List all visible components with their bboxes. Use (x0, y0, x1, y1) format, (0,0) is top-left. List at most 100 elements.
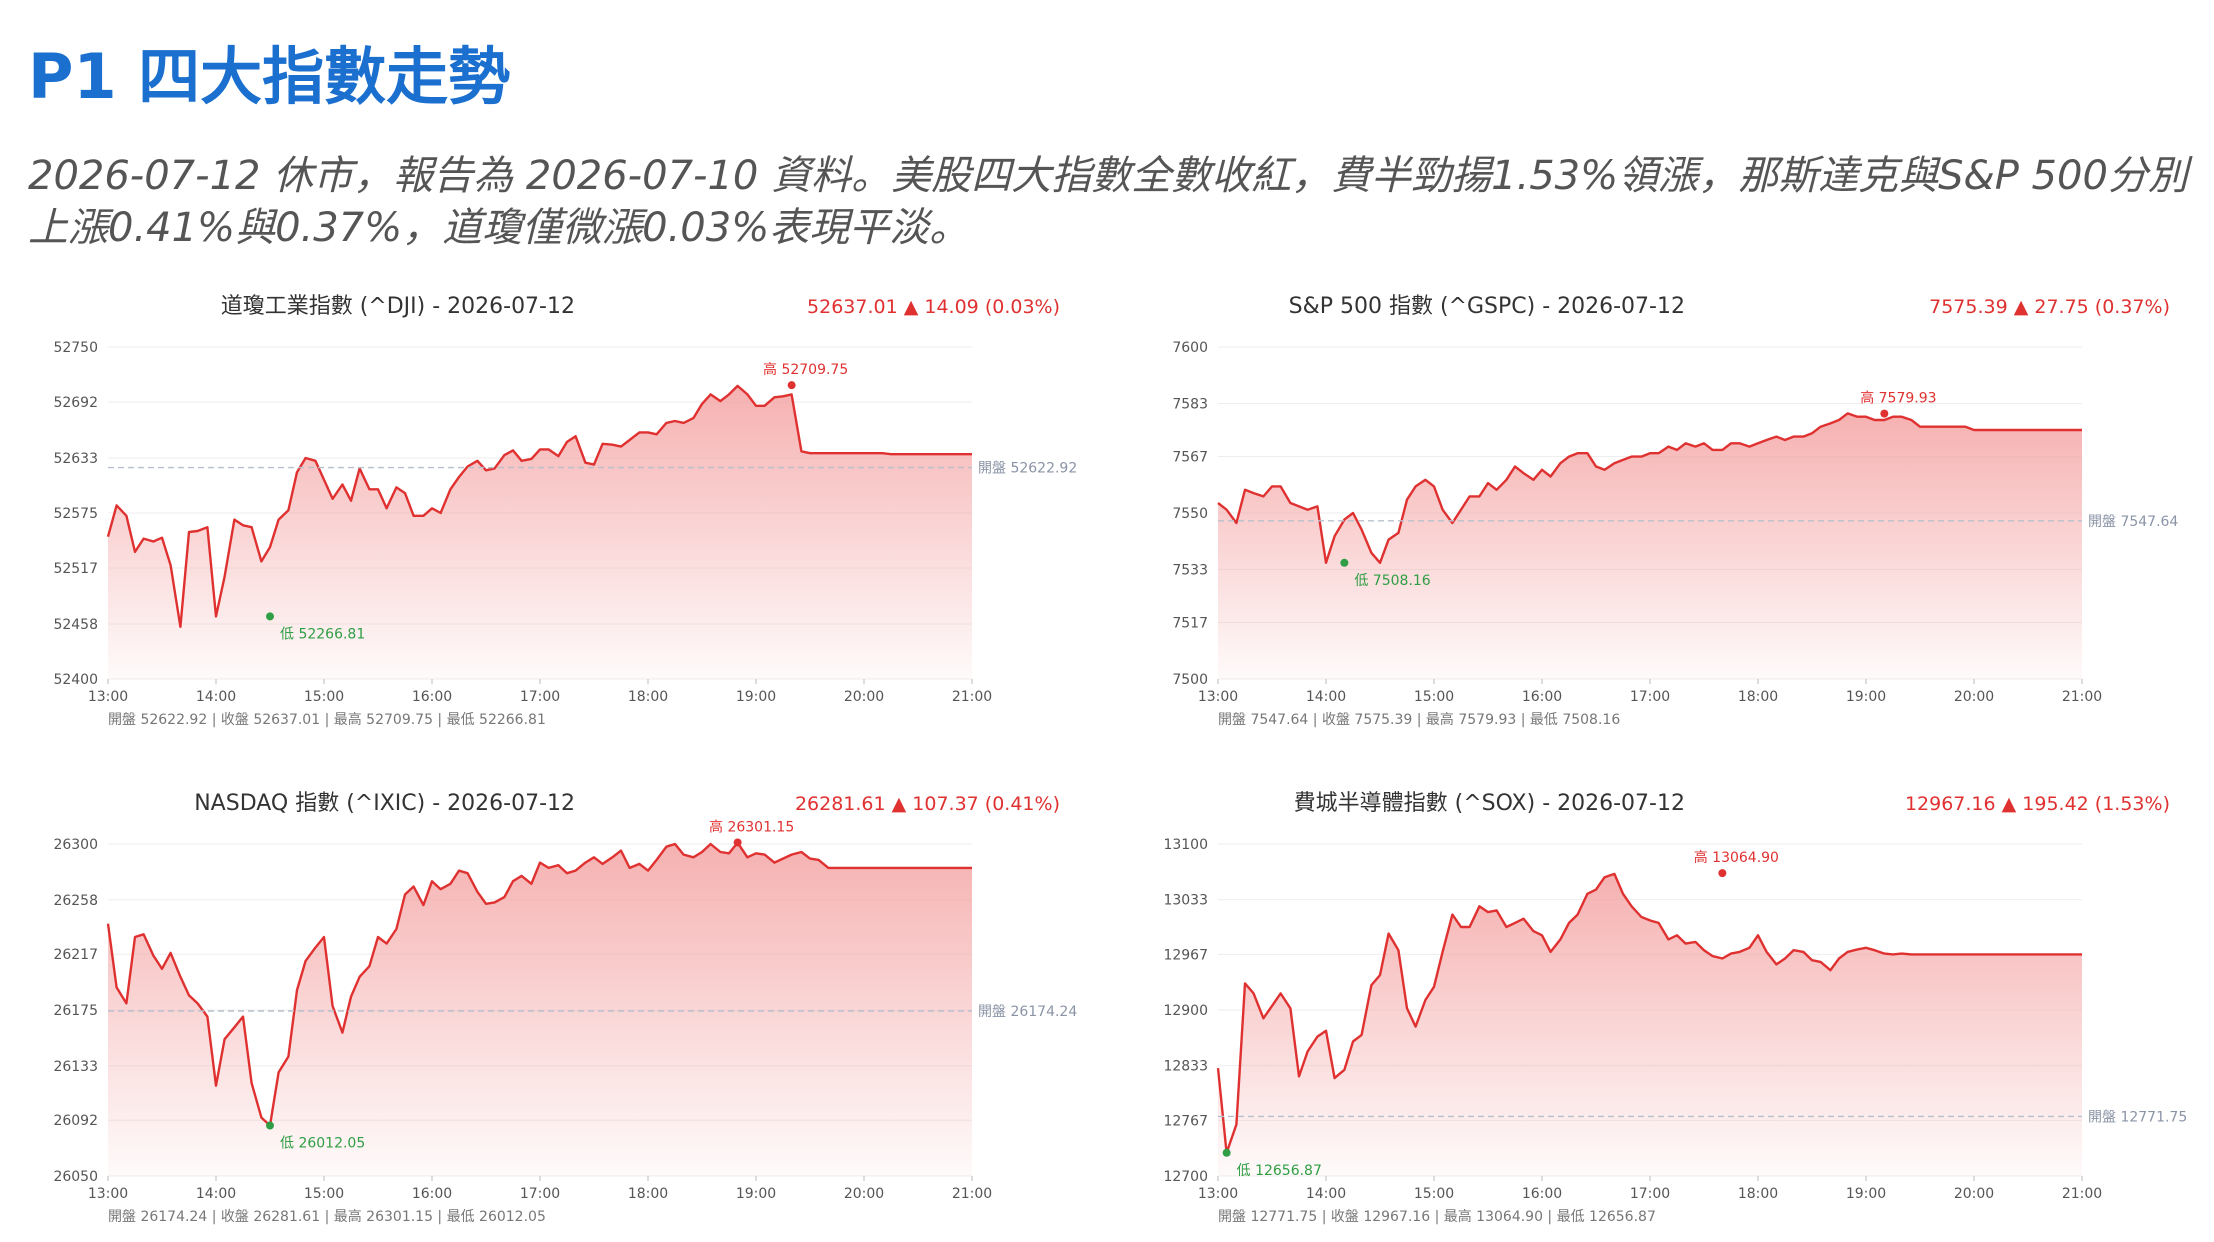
chart-title: S&P 500 指數 (^GSPC) - 2026-07-12 (1289, 294, 1685, 319)
y-tick-label: 52633 (53, 451, 98, 467)
y-tick-label: 52692 (53, 395, 98, 411)
chart-dji-svg: 道瓊工業指數 (^DJI) - 2026-07-12 52637.01 ▲ 14.… (53, 294, 1077, 728)
x-tick-label: 19:00 (736, 689, 776, 705)
low-label: 低 12656.87 (1237, 1163, 1322, 1179)
y-tick-label: 12767 (1163, 1113, 1208, 1129)
x-tick-label: 20:00 (844, 1186, 884, 1202)
open-label: 開盤 12771.75 (2088, 1109, 2187, 1125)
y-tick-label: 52575 (53, 506, 98, 522)
series-area (108, 385, 972, 679)
series-area (1218, 413, 2082, 679)
page-title: P1 四大指數走勢 (28, 40, 511, 113)
low-marker (266, 612, 274, 621)
high-label: 高 26301.15 (709, 818, 794, 835)
high-label: 高 13064.90 (1694, 849, 1779, 866)
y-tick-label: 7500 (1172, 672, 1208, 688)
x-tick-label: 14:00 (196, 689, 236, 705)
chart-change-text: 26281.61 ▲ 107.37 (0.41%) (795, 793, 1060, 815)
x-tick-label: 16:00 (1522, 1186, 1562, 1202)
y-tick-label: 12700 (1163, 1169, 1208, 1185)
x-tick-label: 16:00 (1522, 689, 1562, 705)
x-tick-label: 21:00 (952, 1186, 992, 1202)
y-tick-label: 13033 (1163, 893, 1208, 909)
x-tick-label: 16:00 (412, 1186, 452, 1202)
chart-change-text: 12967.16 ▲ 195.42 (1.53%) (1905, 793, 2170, 815)
x-tick-label: 19:00 (736, 1186, 776, 1202)
x-tick-label: 21:00 (952, 689, 992, 705)
x-tick-label: 18:00 (628, 1186, 668, 1202)
chart-title: 道瓊工業指數 (^DJI) - 2026-07-12 (221, 294, 575, 319)
series-line (106, 841, 972, 1127)
chart-title: NASDAQ 指數 (^IXIC) - 2026-07-12 (194, 791, 575, 816)
page-summary: 2026-07-12 休市，報告為 2026-07-10 資料。美股四大指數全數… (28, 153, 2188, 251)
y-tick-label: 26092 (53, 1113, 98, 1129)
chart-footer-stats: 開盤 12771.75 | 收盤 12967.16 | 最高 13064.90 … (1218, 1208, 1656, 1225)
y-tick-label: 7583 (1172, 396, 1208, 412)
series-line (106, 384, 972, 628)
y-tick-label: 7550 (1172, 506, 1208, 522)
x-tick-label: 17:00 (520, 1186, 560, 1202)
x-tick-label: 13:00 (1198, 689, 1238, 705)
y-tick-label: 26133 (53, 1059, 98, 1075)
y-tick-label: 13100 (1163, 837, 1208, 853)
x-tick-label: 21:00 (2062, 689, 2102, 705)
x-tick-label: 17:00 (1630, 689, 1670, 705)
x-tick-label: 21:00 (2062, 1186, 2102, 1202)
y-tick-label: 52517 (53, 561, 98, 577)
series-line (1216, 872, 2082, 1154)
low-marker (266, 1121, 274, 1130)
x-tick-label: 20:00 (1954, 1186, 1994, 1202)
x-tick-label: 13:00 (88, 1186, 128, 1202)
high-label: 高 7579.93 (1860, 390, 1936, 407)
open-label: 開盤 7547.64 (2088, 514, 2178, 530)
x-tick-label: 15:00 (1414, 689, 1454, 705)
high-marker (733, 838, 742, 847)
y-tick-label: 52458 (53, 617, 98, 633)
x-tick-label: 20:00 (844, 689, 884, 705)
chart-sox-svg: 費城半導體指數 (^SOX) - 2026-07-12 12967.16 ▲ 19… (1163, 791, 2187, 1225)
x-tick-label: 17:00 (1630, 1186, 1670, 1202)
y-tick-label: 26217 (53, 947, 98, 963)
chart-gspc-svg: S&P 500 指數 (^GSPC) - 2026-07-12 7575.39 ▲… (1172, 294, 2178, 728)
open-label: 開盤 52622.92 (978, 461, 1077, 477)
y-tick-label: 26175 (53, 1003, 98, 1019)
y-tick-label: 26258 (53, 893, 98, 909)
y-tick-label: 7533 (1172, 562, 1208, 578)
y-tick-label: 12967 (1163, 947, 1208, 963)
chart-panel-sox: 費城半導體指數 (^SOX) - 2026-07-12 12967.16 ▲ 19… (1130, 772, 2210, 1232)
chart-ixic-svg: NASDAQ 指數 (^IXIC) - 2026-07-12 26281.61 ▲… (53, 791, 1077, 1225)
y-tick-label: 52400 (53, 672, 98, 688)
x-tick-label: 17:00 (520, 689, 560, 705)
x-tick-label: 20:00 (1954, 689, 1994, 705)
series-line (1217, 412, 2082, 564)
y-tick-label: 12900 (1163, 1003, 1208, 1019)
x-tick-label: 13:00 (1198, 1186, 1238, 1202)
chart-footer-stats: 開盤 7547.64 | 收盤 7575.39 | 最高 7579.93 | 最… (1218, 711, 1620, 728)
y-tick-label: 7567 (1172, 450, 1208, 466)
x-tick-label: 19:00 (1846, 1186, 1886, 1202)
chart-panel-dji: 道瓊工業指數 (^DJI) - 2026-07-12 52637.01 ▲ 14.… (20, 275, 1100, 735)
x-tick-label: 14:00 (1306, 1186, 1346, 1202)
x-tick-label: 18:00 (1738, 689, 1778, 705)
series-area (108, 842, 972, 1176)
y-tick-label: 26050 (53, 1169, 98, 1185)
x-tick-label: 15:00 (304, 689, 344, 705)
low-label: 低 52266.81 (280, 626, 365, 642)
low-label: 低 26012.05 (280, 1136, 365, 1152)
low-marker (1340, 558, 1349, 567)
low-marker (1222, 1148, 1231, 1157)
chart-title: 費城半導體指數 (^SOX) - 2026-07-12 (1294, 791, 1685, 816)
x-tick-label: 18:00 (1738, 1186, 1778, 1202)
open-label: 開盤 26174.24 (978, 1004, 1077, 1020)
y-tick-label: 7517 (1172, 616, 1208, 632)
x-tick-label: 19:00 (1846, 689, 1886, 705)
chart-footer-stats: 開盤 26174.24 | 收盤 26281.61 | 最高 26301.15 … (108, 1208, 546, 1225)
high-marker (787, 381, 796, 390)
high-marker (1880, 409, 1889, 418)
y-tick-label: 26300 (53, 837, 98, 853)
y-tick-label: 12833 (1163, 1059, 1208, 1075)
y-tick-label: 52750 (53, 340, 98, 356)
chart-panel-ixic: NASDAQ 指數 (^IXIC) - 2026-07-12 26281.61 ▲… (20, 772, 1100, 1232)
x-tick-label: 18:00 (628, 689, 668, 705)
high-marker (1718, 869, 1727, 878)
